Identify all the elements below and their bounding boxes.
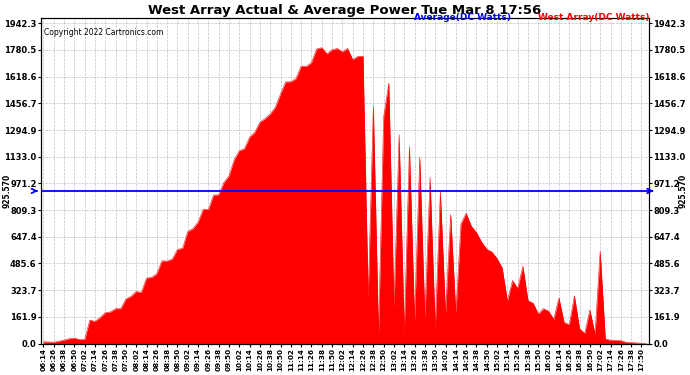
Title: West Array Actual & Average Power Tue Mar 8 17:56: West Array Actual & Average Power Tue Ma… <box>148 4 542 17</box>
Text: Average(DC Watts): Average(DC Watts) <box>414 13 511 22</box>
Text: West Array(DC Watts): West Array(DC Watts) <box>538 13 650 22</box>
Text: 925.570: 925.570 <box>3 174 12 208</box>
Text: Copyright 2022 Cartronics.com: Copyright 2022 Cartronics.com <box>44 28 164 37</box>
Text: 925.570: 925.570 <box>678 174 687 208</box>
